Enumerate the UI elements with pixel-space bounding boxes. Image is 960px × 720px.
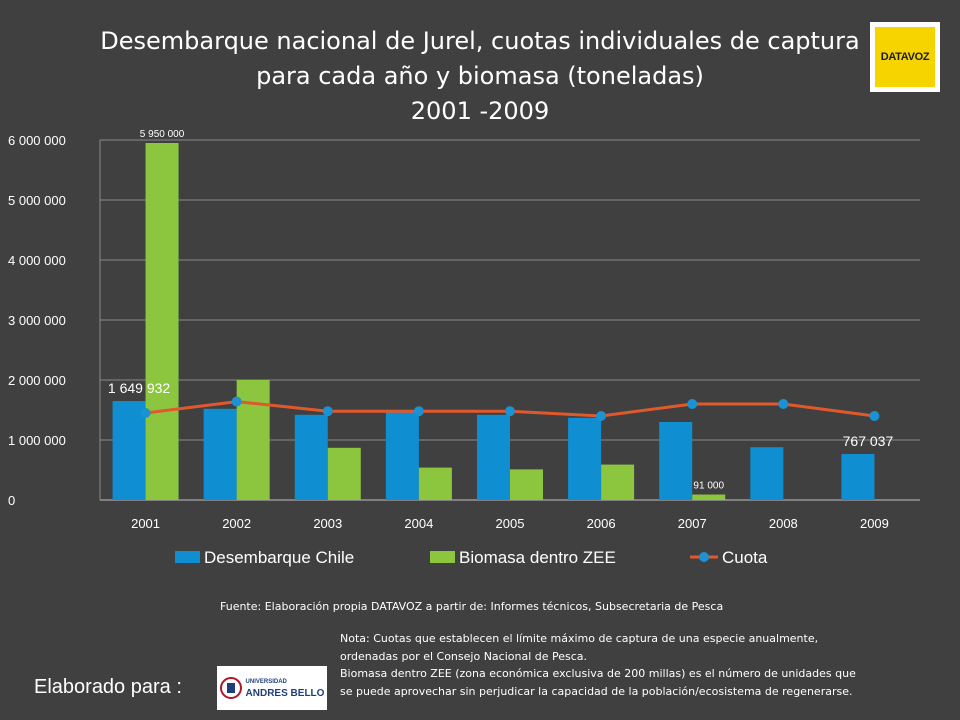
title-line-3: 2001 -2009 [410, 97, 550, 125]
bar-desembarque-2001 [112, 401, 146, 500]
title-line-2: para cada año y biomasa (toneladas) [256, 62, 704, 90]
x-tick-label-0: 2001 [131, 516, 160, 531]
x-tick-label-6: 2007 [678, 516, 707, 531]
legend-label-0: Desembarque Chile [204, 548, 354, 567]
note-line-1: Nota: Cuotas que establecen el límite má… [340, 632, 819, 645]
bar-desembarque-2009 [841, 453, 875, 500]
data-label-3: 767 037 [843, 433, 894, 449]
point-cuota-2005 [505, 406, 515, 417]
x-tick-label-1: 2002 [222, 516, 251, 531]
unab-logo-small: UNIVERSIDAD [245, 679, 287, 685]
datavoz-logo-text: DATAVOZ [875, 27, 935, 87]
bar-biomasa-2006 [601, 464, 635, 500]
x-tick-label-4: 2005 [496, 516, 525, 531]
x-tick-label-8: 2009 [860, 516, 889, 531]
point-cuota-2001 [140, 408, 151, 418]
bar-biomasa-2007 [692, 494, 726, 500]
datavoz-logo: DATAVOZ [870, 22, 940, 92]
unab-logo-big: ANDRES BELLO [245, 688, 325, 699]
x-tick-label-7: 2008 [769, 516, 798, 531]
bar-desembarque-2008 [750, 447, 784, 500]
bar-biomasa-2003 [327, 447, 361, 500]
data-label-0: 5 950 000 [140, 129, 185, 140]
x-tick-label-2: 2003 [313, 516, 342, 531]
bar-biomasa-2004 [418, 467, 452, 500]
unab-logo: UNIVERSIDAD ANDRES BELLO [217, 666, 327, 710]
legend-label-1: Biomasa dentro ZEE [459, 548, 616, 567]
y-tick-label-4: 4 000 000 [8, 253, 66, 268]
note-line-4: se puede aprovechar sin perjudicar la ca… [340, 684, 853, 698]
point-cuota-2006 [596, 411, 607, 421]
note-line-2: ordenadas por el Consejo Nacional de Pes… [340, 649, 588, 663]
bar-biomasa-2005 [510, 469, 543, 500]
bar-biomasa-2001 [145, 143, 179, 500]
y-tick-label-3: 3 000 000 [8, 313, 66, 328]
y-tick-label-0: 0 [8, 493, 15, 508]
title-line-1: Desembarque nacional de Jurel, cuotas in… [100, 27, 860, 55]
unab-seal-icon [219, 677, 242, 699]
point-cuota-2009 [869, 411, 880, 421]
chart-area: 0 1 000 000 2 000 000 3 000 000 4 000 000 5 0… [8, 129, 920, 567]
point-cuota-2007 [687, 399, 698, 409]
legend-swatch-1 [430, 551, 455, 563]
bar-desembarque-2005 [477, 414, 510, 500]
point-cuota-2003 [322, 406, 333, 417]
chart-title: Desembarque nacional de Jurel, cuotas in… [90, 24, 870, 129]
point-cuota-2002 [231, 396, 242, 407]
y-tick-label-6: 6 000 000 [8, 133, 66, 148]
data-label-2: 91 000 [693, 481, 724, 492]
legend-label-2: Cuota [722, 548, 768, 567]
bar-desembarque-2007 [659, 422, 693, 500]
bar-biomasa-2002 [236, 380, 270, 500]
notes-block: Nota: Cuotas que establecen el límite má… [340, 630, 950, 700]
y-tick-label-1: 1 000 000 [8, 433, 66, 448]
bar-desembarque-2004 [385, 411, 419, 500]
y-tick-label-5: 5 000 000 [8, 193, 66, 208]
unab-logo-text: UNIVERSIDAD ANDRES BELLO [246, 677, 325, 699]
bar-desembarque-2002 [203, 408, 237, 500]
note-line-3: Biomasa dentro ZEE (zona económica exclu… [340, 667, 856, 680]
data-label-1: 1 649 932 [108, 380, 170, 396]
bar-desembarque-2003 [294, 414, 328, 500]
source-note: Fuente: Elaboración propia DATAVOZ a par… [220, 600, 724, 613]
legend-swatch-marker-2 [699, 552, 709, 562]
point-cuota-2008 [778, 399, 789, 409]
y-tick-label-2: 2 000 000 [8, 373, 66, 388]
legend-swatch-0 [175, 551, 200, 563]
bar-desembarque-2006 [568, 417, 602, 500]
x-tick-label-3: 2004 [404, 516, 433, 531]
x-tick-label-5: 2006 [587, 516, 616, 531]
elaborado-label: Elaborado para : [34, 676, 182, 698]
point-cuota-2004 [413, 406, 424, 417]
